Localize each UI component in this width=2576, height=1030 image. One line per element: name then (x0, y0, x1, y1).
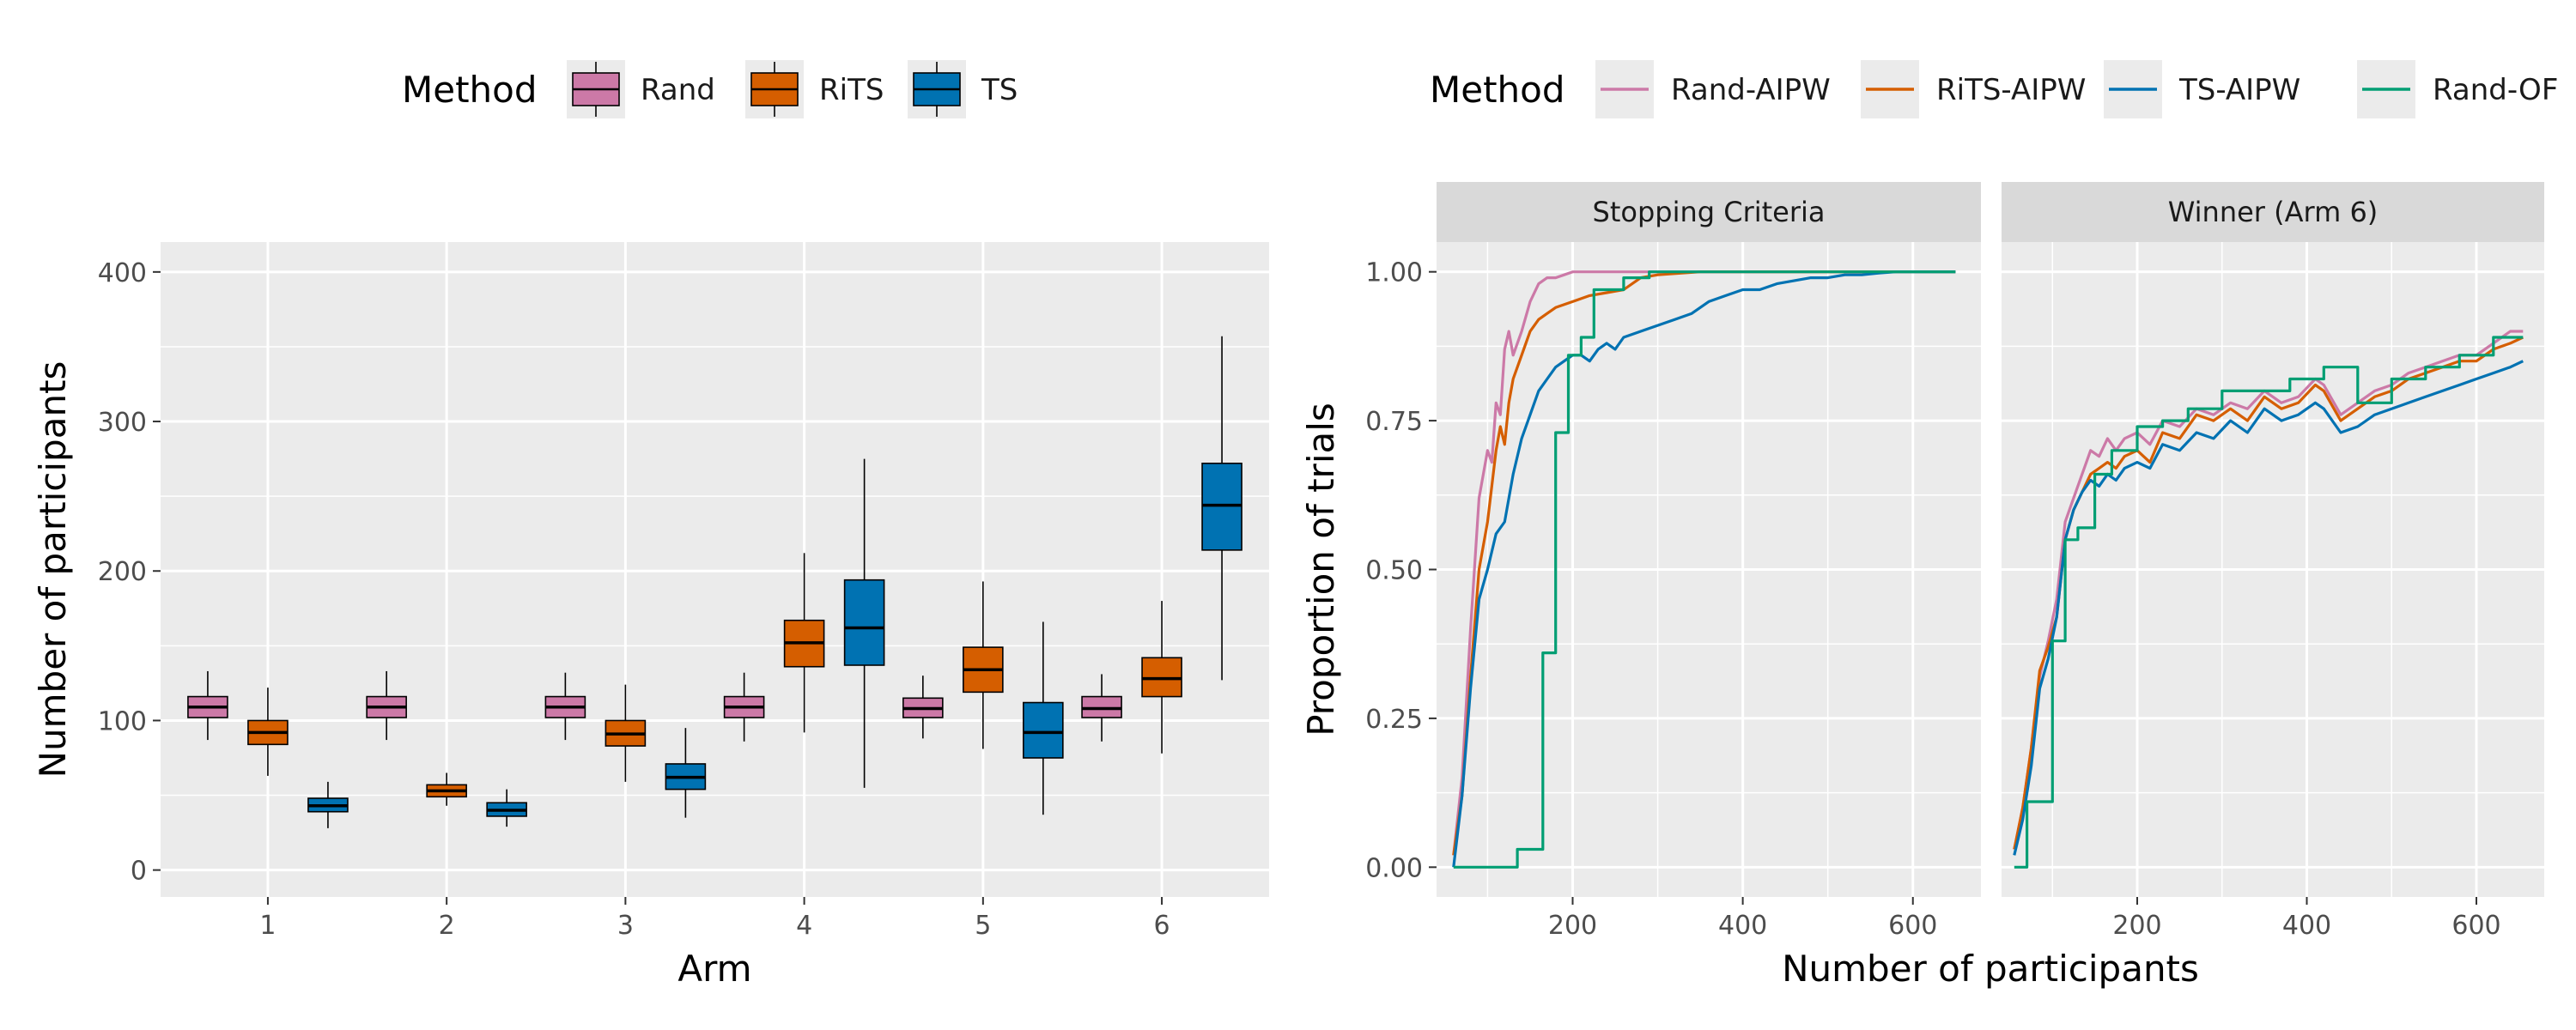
y-tick-label: 100 (98, 706, 147, 736)
series-line-ts-aipw (1452, 270, 1956, 868)
right-legend: Method Rand-AIPW RiTS-AIPW TS-AIPW Rand-OF (1430, 60, 2558, 118)
y-tick-label: 0.75 (1365, 407, 1423, 437)
series-line-rand-aipw (1452, 270, 1956, 856)
x-tick-label: 400 (1718, 911, 1767, 941)
x-tick-label: 200 (2112, 911, 2161, 941)
legend-label-rand-aipw: Rand-AIPW (1671, 73, 1831, 107)
facet-panel-2: Winner (Arm 6) (2002, 182, 2544, 897)
x-tick-label: 600 (2451, 911, 2500, 941)
facet-panels: Stopping Criteria Winner (Arm 6) (1437, 182, 2544, 897)
x-axis-title: Number of participants (1782, 948, 2199, 990)
y-tick-label: 1.00 (1365, 258, 1423, 288)
legend-label-rits: RiTS (819, 73, 884, 107)
y-tick-label: 0.25 (1365, 705, 1423, 735)
y-tick-label: 0.50 (1365, 556, 1423, 586)
x-tick-label: 5 (975, 911, 991, 941)
right-axes: 200 400 600 200 400 600 0.00 0.25 0.50 0.75 1.00 Nu… (1300, 258, 2501, 990)
left-gridlines (161, 242, 1269, 897)
line-chart: Method Rand-AIPW RiTS-AIPW TS-AIPW Rand-OF S… (1300, 60, 2558, 990)
legend-label-rand: Rand (641, 73, 715, 107)
legend-label-rand-of: Rand-OF (2433, 73, 2558, 107)
x-axis-title: Arm (677, 948, 751, 990)
box-marks (187, 336, 1242, 828)
legend-label-ts: TS (981, 73, 1018, 107)
y-axis-title: Number of participants (32, 361, 74, 779)
x-tick-label: 6 (1154, 911, 1170, 941)
facet-strip-label: Winner (Arm 6) (2168, 196, 2379, 228)
box-ts-arm-5 (1023, 701, 1064, 759)
facet-strip-label: Stopping Criteria (1593, 196, 1826, 228)
y-tick-label: 0.00 (1365, 853, 1423, 883)
y-tick-label: 400 (98, 258, 147, 288)
x-tick-label: 600 (1888, 911, 1937, 941)
facet-strip (2002, 182, 2544, 242)
series-line-rand-aipw (2013, 330, 2524, 850)
legend-title: Method (1430, 69, 1565, 111)
x-tick-label: 4 (796, 911, 812, 941)
x-tick-label: 3 (617, 911, 634, 941)
legend-title: Method (402, 69, 538, 111)
series-line-rand-of (1453, 270, 1956, 869)
y-axis-title: Proportion of trials (1300, 403, 1342, 736)
x-tick-label: 200 (1548, 911, 1597, 941)
x-tick-label: 400 (2282, 911, 2331, 941)
x-tick-label: 2 (439, 911, 455, 941)
left-legend: Method Rand RiTS TS (402, 60, 1018, 118)
legend-label-ts-aipw: TS-AIPW (2178, 73, 2300, 107)
box-ts-arm-4 (843, 579, 885, 666)
facet-panel-1: Stopping Criteria (1437, 182, 1981, 897)
x-tick-label: 1 (259, 911, 276, 941)
series-line-rand-of (2014, 336, 2524, 869)
series-line-ts-aipw (2013, 360, 2524, 856)
facet-strip (1437, 182, 1981, 242)
left-axes: 0 100 200 300 400 1 2 3 4 5 6 Arm Number of particip… (32, 258, 1170, 990)
legend-label-rits-aipw: RiTS-AIPW (1936, 73, 2086, 107)
box-plot-chart: Method Rand RiTS TS 0 100 200 300 400 1 2 3 4 5 6 Arm N… (32, 60, 1269, 990)
y-tick-label: 200 (98, 557, 147, 587)
y-tick-label: 300 (98, 408, 147, 438)
left-plot-panel (161, 242, 1269, 897)
y-tick-label: 0 (131, 857, 147, 887)
